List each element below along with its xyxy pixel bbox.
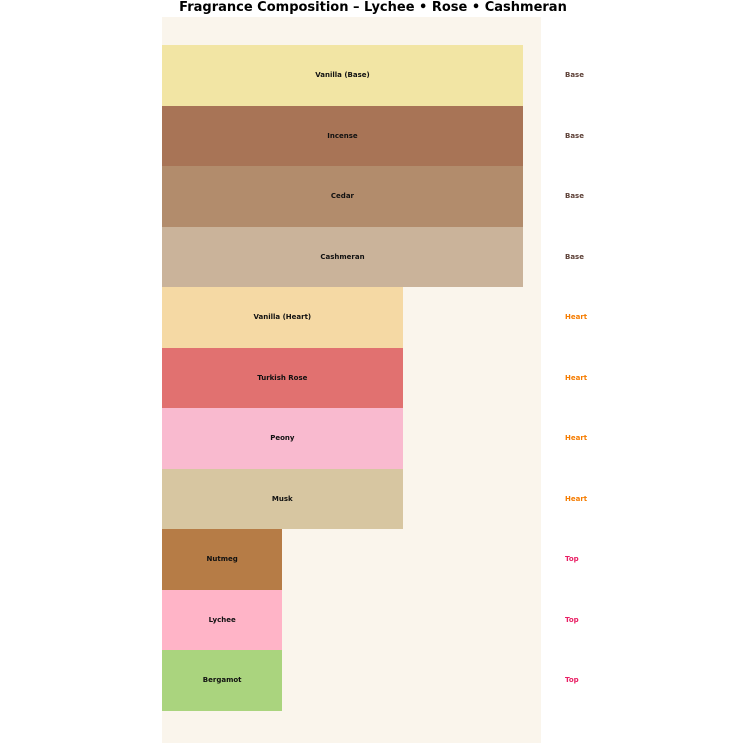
chart-title: Fragrance Composition – Lychee • Rose • … <box>179 0 567 15</box>
bar-label: Bergamot <box>202 676 242 685</box>
bar-label: Cashmeran <box>320 252 365 261</box>
tier-label-base: Base <box>565 71 584 80</box>
bar-label: Lychee <box>208 615 236 624</box>
tier-label-base: Base <box>565 192 584 201</box>
tier-label-top: Top <box>565 676 579 685</box>
bar-label: Vanilla (Heart) <box>253 313 312 322</box>
bar-peony: Peony <box>162 408 403 469</box>
tier-label-heart: Heart <box>565 373 588 382</box>
bar-bergamot: Bergamot <box>162 650 283 711</box>
bar-musk: Musk <box>162 468 403 529</box>
tier-label-base: Base <box>565 252 584 261</box>
bar-turkish-rose: Turkish Rose <box>162 347 403 408</box>
bar-vanilla-base: Vanilla (Base) <box>162 45 523 106</box>
bar-vanilla-heart: Vanilla (Heart) <box>162 287 403 348</box>
bar-lychee: Lychee <box>162 589 283 650</box>
bar-label: Vanilla (Base) <box>315 71 370 80</box>
tier-label-top: Top <box>565 555 579 564</box>
bar-label: Turkish Rose <box>257 373 308 382</box>
tier-label-heart: Heart <box>565 434 588 443</box>
bar-label: Peony <box>270 434 295 443</box>
bar-label: Musk <box>271 494 293 503</box>
bar-label: Incense <box>327 131 358 140</box>
plot-area: Vanilla (Base) Incense Cedar Cashmeran Vanil… <box>162 17 541 743</box>
tier-label-heart: Heart <box>565 494 588 503</box>
bar-label: Nutmeg <box>206 555 238 564</box>
tier-label-base: Base <box>565 131 584 140</box>
bar-cedar: Cedar <box>162 166 523 227</box>
bar-nutmeg: Nutmeg <box>162 529 283 590</box>
bar-label: Cedar <box>330 192 354 201</box>
bar-incense: Incense <box>162 105 523 166</box>
bar-cashmeran: Cashmeran <box>162 226 523 287</box>
tier-label-top: Top <box>565 615 579 624</box>
tier-label-heart: Heart <box>565 313 588 322</box>
